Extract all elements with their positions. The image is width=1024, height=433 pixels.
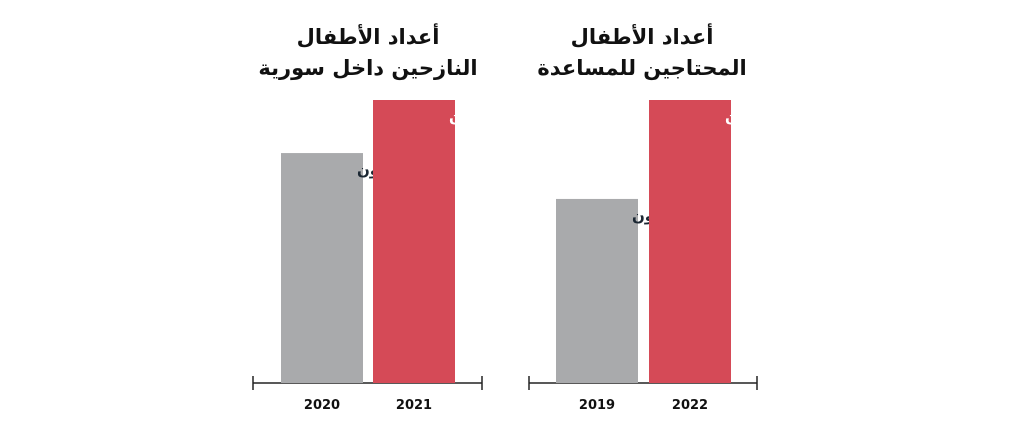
x-tick-label: 2022 [672, 398, 708, 413]
x-tick-label: 2020 [304, 398, 340, 413]
chart-title-line: المحتاجين للمساعدة [537, 56, 747, 80]
chart-title-displaced: أعداد الأطفال النازحين داخل سورية [228, 22, 508, 84]
bar [649, 100, 731, 383]
bar [281, 153, 363, 383]
bar-value-label: 12.3 مليون [725, 108, 811, 126]
bar [373, 100, 455, 383]
x-tick-label: 2021 [396, 398, 432, 413]
bar-value-label: 3,2 مليون [449, 108, 525, 126]
x-tick-label: 2019 [579, 398, 615, 413]
chart-title-line: أعداد الأطفال [570, 25, 714, 49]
bar [556, 198, 638, 383]
chart-title-line: النازحين داخل سورية [258, 56, 478, 80]
chart-title-line: أعداد الأطفال [296, 25, 440, 49]
chart-title-in-need: أعداد الأطفال المحتاجين للمساعدة [502, 22, 782, 84]
